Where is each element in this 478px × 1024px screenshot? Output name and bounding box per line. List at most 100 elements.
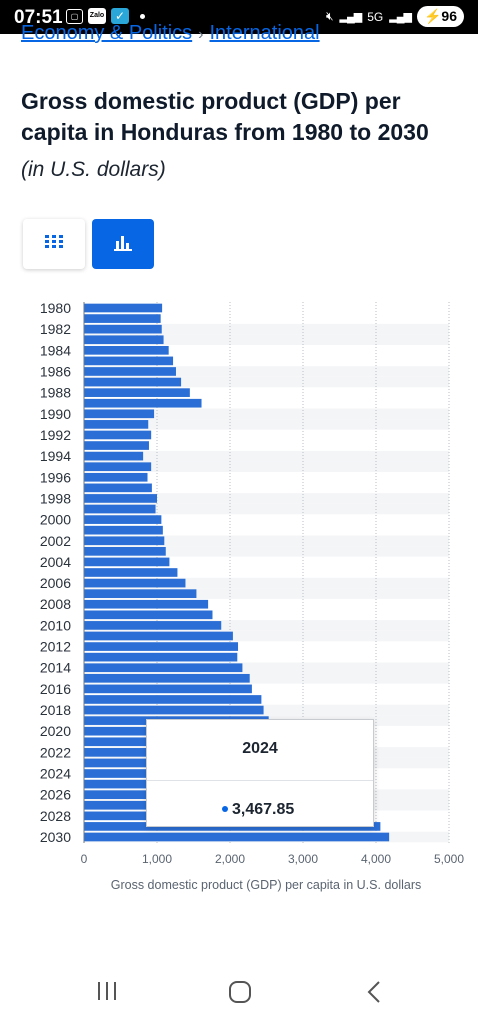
- bar-1986: [84, 367, 176, 376]
- bar-1997: [84, 483, 152, 493]
- bar-2017: [84, 695, 262, 704]
- row-band: [84, 450, 449, 462]
- y-tick-label: 1984: [40, 342, 71, 358]
- signal-icon: ▂▄▆: [339, 11, 363, 23]
- y-tick-label: 2000: [40, 512, 71, 528]
- y-tick-label: 2012: [40, 639, 71, 655]
- chart-tooltip: 2024 3,467.85: [146, 719, 374, 827]
- y-tick-label: 1986: [40, 363, 71, 379]
- chart-view-button[interactable]: [92, 219, 154, 269]
- bar-1999: [84, 504, 156, 514]
- row-band: [84, 461, 449, 472]
- row-band: [84, 662, 449, 674]
- bar-1992: [84, 430, 152, 440]
- home-icon[interactable]: [228, 980, 252, 1004]
- back-icon[interactable]: [364, 980, 384, 1004]
- table-view-button[interactable]: [23, 219, 85, 269]
- notification-icons: ▢ Zalo ✓: [66, 8, 145, 24]
- y-tick-label: 2010: [40, 617, 71, 633]
- x-tick-label: 3,000: [288, 852, 318, 866]
- y-tick-label: 2026: [40, 787, 71, 803]
- x-tick-label: 0: [81, 852, 88, 866]
- bar-1996: [84, 472, 148, 482]
- tooltip-divider: [147, 780, 373, 781]
- page-title: Gross domestic product (GDP) per capita …: [21, 88, 429, 145]
- system-icons: 🔇︎ ▂▄▆ 5G ▂▄▆ ⚡96: [326, 6, 464, 27]
- row-band: [84, 535, 449, 547]
- tooltip-series-dot: [222, 806, 228, 812]
- bar-chart-icon: [114, 236, 132, 251]
- row-band: [84, 620, 449, 631]
- page-subtitle: (in U.S. dollars): [21, 158, 166, 181]
- bar-1993: [84, 441, 149, 450]
- bar-2016: [84, 684, 252, 694]
- y-tick-label: 2030: [40, 829, 71, 845]
- bar-2015: [84, 673, 250, 683]
- row-band: [84, 704, 449, 716]
- bar-2005: [84, 568, 178, 577]
- bar-2003: [84, 547, 166, 556]
- navigation-bar: [0, 960, 478, 1024]
- breadcrumb-link-economy[interactable]: Economy & Politics: [21, 22, 193, 44]
- bar-2000: [84, 515, 162, 524]
- recents-icon[interactable]: [96, 980, 118, 1002]
- bar-2009: [84, 610, 213, 620]
- y-tick-label: 2002: [40, 533, 71, 549]
- y-tick-label: 2008: [40, 596, 71, 612]
- row-band: [84, 323, 449, 335]
- x-axis-label: Gross domestic product (GDP) per capita …: [111, 878, 422, 892]
- bar-2002: [84, 536, 165, 546]
- bar-2010: [84, 621, 222, 630]
- y-tick-label: 2006: [40, 575, 71, 591]
- row-band: [84, 503, 449, 515]
- status-time: 07:51: [14, 7, 63, 28]
- bar-2013: [84, 652, 238, 662]
- y-tick-label: 2004: [40, 554, 71, 570]
- y-tick-label: 1996: [40, 469, 71, 485]
- bar-2011: [84, 631, 233, 641]
- mute-icon: 🔇︎: [325, 9, 334, 23]
- bar-2018: [84, 705, 264, 715]
- bar-1990: [84, 409, 155, 419]
- y-tick-label: 2016: [40, 681, 71, 697]
- grid-icon: [45, 235, 63, 248]
- battery-indicator: ⚡96: [416, 6, 464, 27]
- y-tick-label: 1980: [40, 300, 71, 316]
- status-bar: 07:51 ▢ Zalo ✓ 🔇︎ ▂▄▆ 5G ▂▄▆ ⚡96: [0, 0, 478, 34]
- y-tick-label: 1998: [40, 490, 71, 506]
- bar-1995: [84, 462, 152, 472]
- network-type: 5G: [367, 9, 384, 24]
- y-tick-label: 2022: [40, 744, 71, 760]
- bar-2004: [84, 557, 170, 567]
- y-tick-label: 1994: [40, 448, 71, 464]
- bar-1985: [84, 356, 174, 366]
- breadcrumb-link-international[interactable]: International: [209, 22, 320, 44]
- y-tick-label: 1992: [40, 427, 71, 443]
- bar-2030: [84, 832, 390, 842]
- y-tick-label: 2020: [40, 723, 71, 739]
- y-tick-label: 1982: [40, 321, 71, 337]
- battery-level: 96: [441, 8, 457, 24]
- row-band: [84, 376, 449, 388]
- bar-1981: [84, 314, 161, 323]
- bar-1998: [84, 494, 157, 503]
- x-tick-label: 4,000: [361, 852, 391, 866]
- breadcrumb: Economy & Politics › International: [21, 22, 320, 45]
- bar-2006: [84, 578, 186, 588]
- row-band: [84, 419, 449, 430]
- bar-1983: [84, 335, 164, 345]
- y-tick-label: 2014: [40, 660, 71, 676]
- row-band: [84, 366, 449, 377]
- row-band: [84, 493, 449, 504]
- bar-1982: [84, 324, 162, 334]
- tooltip-value: 3,467.85: [232, 801, 295, 818]
- bar-1991: [84, 420, 149, 429]
- check-app-icon: ✓: [111, 8, 129, 24]
- row-band: [84, 408, 449, 420]
- row-band: [84, 577, 449, 589]
- bar-2007: [84, 589, 197, 598]
- bar-1980: [84, 303, 163, 313]
- bar-2014: [84, 663, 243, 673]
- bar-1987: [84, 377, 182, 387]
- bar-2001: [84, 525, 163, 535]
